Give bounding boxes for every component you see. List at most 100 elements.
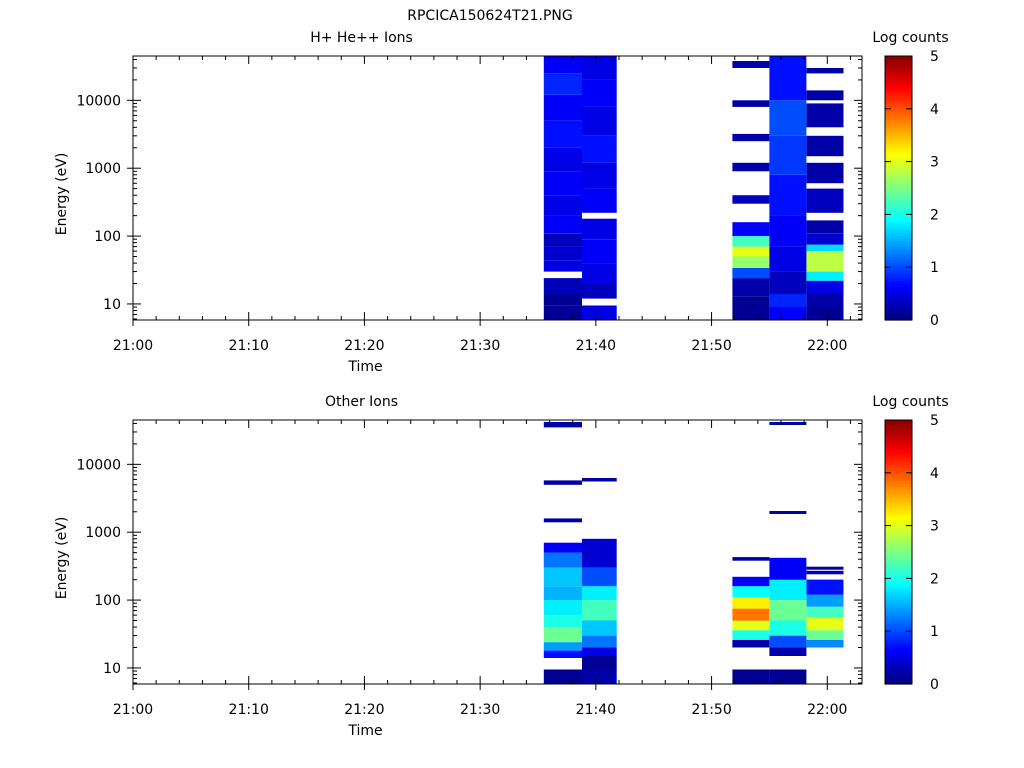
x-tick-label: 21:40	[576, 338, 616, 354]
colorbar-step	[885, 306, 912, 311]
colorbar-step	[885, 177, 912, 181]
colorbar-step	[885, 599, 912, 603]
heatmap-cell	[543, 278, 582, 294]
colorbar-label: Log counts	[872, 30, 948, 46]
heatmap-cell	[582, 647, 617, 656]
colorbar-step	[885, 620, 912, 624]
colorbar-step	[885, 544, 912, 548]
colorbar-step	[885, 472, 912, 477]
colorbar-step	[885, 478, 912, 482]
heatmap-cell	[732, 296, 770, 320]
colorbar-step	[885, 433, 912, 437]
colorbar-step	[885, 148, 912, 152]
colorbar-step	[885, 61, 912, 65]
heatmap-cell	[806, 294, 844, 307]
colorbar-step	[885, 625, 912, 630]
panel-other-ions: Other Ions 21:00 21:10 21:20 21:30 21:40 21:50…	[54, 394, 949, 739]
plot-frame	[132, 419, 863, 685]
colorbar-tick-label: 2	[930, 571, 939, 587]
heatmap-cell	[732, 61, 770, 68]
heatmap-cell	[769, 579, 807, 600]
colorbar-step	[885, 631, 912, 635]
figure-title: RPCICA150624T21.PNG	[407, 8, 572, 24]
heatmap-cell	[543, 95, 582, 121]
colorbar-step	[885, 493, 912, 498]
heatmap-cell	[582, 239, 617, 264]
colorbar-step	[885, 108, 912, 113]
colorbar-step	[885, 657, 912, 661]
heatmap-cell	[582, 263, 617, 284]
x-tick-label: 21:50	[691, 338, 731, 354]
heatmap-cell	[732, 222, 770, 237]
y-tick-label: 1000	[85, 525, 121, 541]
heatmap-cell	[769, 557, 807, 580]
plot-frame	[132, 55, 863, 321]
colorbar-step	[885, 504, 912, 508]
colorbar-step	[885, 174, 912, 179]
heatmap-cell	[543, 518, 582, 523]
colorbar-step	[885, 607, 912, 611]
colorbar-step	[885, 483, 912, 487]
colorbar-step	[885, 588, 912, 593]
heatmap-cell	[769, 174, 807, 216]
colorbar-step	[885, 206, 912, 210]
heatmap-cell	[543, 120, 582, 148]
heatmap-cell	[732, 557, 770, 561]
x-tick-label: 21:50	[691, 702, 731, 718]
colorbar-tick-label: 4	[930, 466, 939, 482]
colorbar-step	[885, 570, 912, 574]
colorbar-step	[885, 586, 912, 590]
heatmap-cell	[543, 552, 582, 568]
heatmap-cell	[806, 271, 844, 281]
heatmap-cell	[732, 620, 770, 631]
colorbar-step	[885, 272, 912, 276]
heatmap-cell	[806, 606, 844, 618]
colorbar-step	[885, 604, 912, 609]
colorbar-step	[885, 193, 912, 197]
heatmap-cell	[582, 478, 617, 482]
colorbar-step	[885, 317, 912, 321]
colorbar-step	[885, 480, 912, 484]
colorbar-step	[885, 565, 912, 569]
x-tick-label: 21:20	[344, 702, 384, 718]
colorbar-step	[885, 559, 912, 564]
colorbar-step	[885, 261, 912, 266]
colorbar-step	[885, 277, 912, 281]
colorbar-step	[885, 127, 912, 131]
colorbar-step	[885, 567, 912, 572]
colorbar-step	[885, 290, 912, 295]
colorbar-step	[885, 63, 912, 68]
colorbar-step	[885, 507, 912, 511]
heatmap-cell	[543, 615, 582, 628]
colorbar-step	[885, 520, 912, 524]
heatmap-cell	[732, 597, 770, 609]
y-tick-label: 1000	[85, 161, 121, 177]
heatmap-cell	[543, 422, 582, 428]
colorbar-step	[885, 557, 912, 561]
heatmap-cell	[732, 576, 770, 587]
heatmap-cell	[582, 538, 617, 568]
colorbar-label: Log counts	[872, 394, 948, 410]
heatmap-cell	[582, 56, 617, 80]
colorbar-frame	[884, 55, 913, 321]
colorbar-step	[885, 74, 912, 78]
heatmap-cell	[732, 267, 770, 279]
heatmap-cell	[769, 135, 807, 175]
colorbar-step	[885, 185, 912, 189]
x-tick-label: 21:10	[229, 338, 269, 354]
colorbar-step	[885, 678, 912, 682]
colorbar-step	[885, 169, 912, 173]
colorbar-step	[885, 673, 912, 677]
colorbar-step	[885, 591, 912, 595]
heatmap-cell	[582, 586, 617, 601]
colorbar-step	[885, 491, 912, 495]
heatmap-cell	[806, 570, 844, 575]
heatmap-cell	[806, 307, 844, 320]
colorbar-step	[885, 124, 912, 128]
colorbar-step	[885, 533, 912, 537]
colorbar-step	[885, 182, 912, 186]
colorbar-step	[885, 211, 912, 215]
heatmap-cell	[582, 283, 617, 299]
colorbar-step	[885, 214, 912, 218]
colorbar-step	[885, 496, 912, 500]
